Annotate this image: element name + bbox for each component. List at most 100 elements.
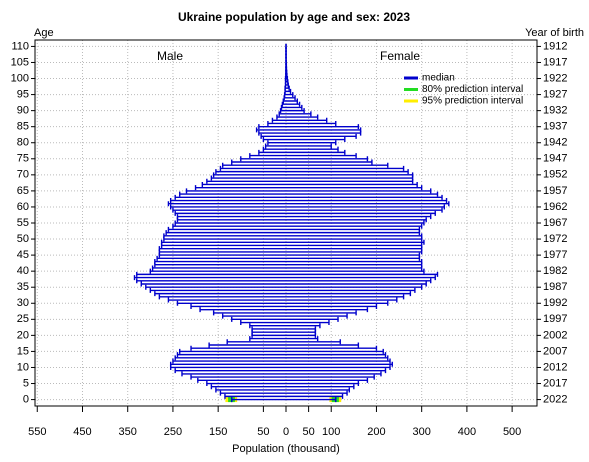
bar (160, 239, 286, 245)
bar (286, 214, 432, 220)
bar (167, 297, 286, 303)
y-tick-label: 105 (11, 56, 29, 68)
bar (286, 124, 360, 130)
bar (286, 393, 344, 399)
bar (136, 278, 286, 284)
y-tick-label: 0 (23, 393, 29, 405)
bar (176, 352, 286, 358)
bar (249, 336, 286, 342)
bar (286, 149, 346, 155)
bar (286, 207, 443, 213)
bar (286, 162, 389, 168)
y-tick-label: 45 (17, 249, 29, 261)
bar (286, 127, 362, 133)
bar (286, 178, 414, 184)
x-tick-label: 500 (503, 426, 521, 438)
bar (286, 336, 319, 342)
x-tick-label: 50 (257, 426, 269, 438)
bar (286, 233, 423, 239)
bar (286, 88, 292, 94)
bar (201, 181, 286, 187)
legend-label: 95% prediction interval (422, 96, 523, 107)
bar (286, 294, 405, 300)
bar (169, 198, 286, 204)
bar (286, 104, 303, 110)
bar (169, 361, 286, 367)
y-tick-label: 80 (17, 137, 29, 149)
bar (174, 355, 286, 361)
bar (286, 230, 421, 236)
bar (286, 146, 339, 152)
x-tick-label: 50 (302, 426, 314, 438)
y2-tick-label: 1967 (543, 217, 567, 229)
bar (286, 320, 330, 326)
bar (286, 246, 423, 252)
bar (136, 271, 286, 277)
bar (286, 345, 378, 351)
y-tick-label: 55 (17, 217, 29, 229)
bar (176, 214, 286, 220)
bar (286, 313, 348, 319)
bar (286, 377, 369, 383)
bar (219, 165, 286, 171)
x-tick-label: 0 (283, 426, 289, 438)
bar (174, 220, 286, 226)
bar (286, 188, 432, 194)
y-tick-label: 75 (17, 153, 29, 165)
y-tick-label: 60 (17, 201, 29, 213)
bar (176, 300, 286, 306)
bar (160, 242, 286, 248)
bar (286, 108, 305, 114)
bar (286, 390, 348, 396)
bar (158, 249, 286, 255)
y-axis-label: Age (34, 27, 54, 39)
y-tick-label: 30 (17, 297, 29, 309)
bar (212, 172, 286, 178)
y-tick-label: 10 (17, 361, 29, 373)
bar (258, 124, 286, 130)
y2-tick-label: 1937 (543, 121, 567, 133)
y-tick-label: 100 (11, 72, 29, 84)
bar (286, 198, 448, 204)
bar (165, 230, 286, 236)
bar (226, 339, 286, 345)
bar (249, 153, 286, 159)
bar (176, 217, 286, 223)
bar (286, 271, 439, 277)
bar (181, 371, 286, 377)
bar (197, 377, 286, 383)
bar (215, 387, 286, 393)
x-tick-label: 400 (458, 426, 476, 438)
bar (286, 153, 357, 159)
y2-tick-label: 1987 (543, 281, 567, 293)
y-tick-label: 20 (17, 329, 29, 341)
y2-tick-label: 1952 (543, 169, 567, 181)
bar (286, 175, 414, 181)
panel-label: Female (380, 49, 420, 63)
bar (286, 217, 427, 223)
bar (174, 194, 286, 200)
bar (286, 275, 436, 281)
y-tick-label: 90 (17, 105, 29, 117)
bar (151, 265, 286, 271)
y2-tick-label: 2007 (543, 345, 567, 357)
bar (258, 149, 286, 155)
bar (286, 194, 443, 200)
bar (286, 291, 412, 297)
bar (286, 204, 445, 210)
bar (251, 326, 286, 332)
bar (286, 101, 301, 107)
bar (258, 130, 286, 136)
bar (179, 191, 286, 197)
bar (286, 130, 362, 136)
bar (149, 268, 286, 274)
bar (172, 207, 286, 213)
bar (286, 262, 423, 268)
bar (163, 236, 286, 242)
bar (154, 259, 286, 265)
bar (154, 291, 286, 297)
y-tick-label: 40 (17, 265, 29, 277)
bar (267, 140, 286, 146)
bar (286, 143, 332, 149)
bar (156, 255, 286, 261)
